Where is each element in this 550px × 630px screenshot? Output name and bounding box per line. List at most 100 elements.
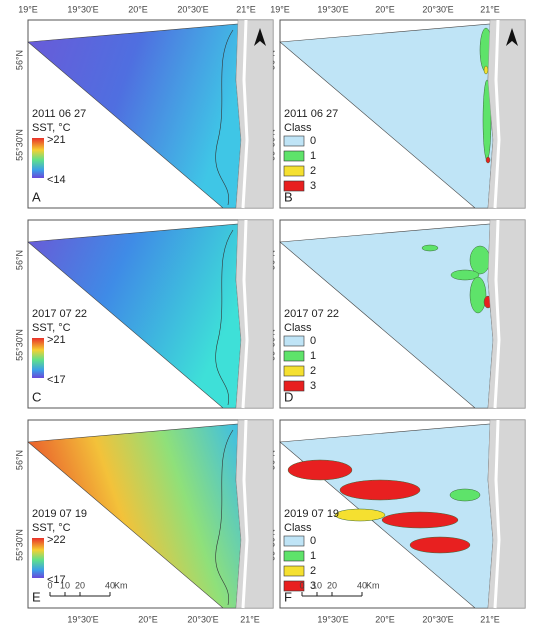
panel-letter: D — [284, 389, 293, 404]
lon-label: 20°E — [128, 4, 148, 14]
legend-label: 3 — [310, 380, 316, 392]
lat-label: 55°30'N — [14, 329, 24, 361]
land — [487, 219, 526, 409]
panel-letter: A — [32, 189, 41, 204]
lat-label: 56°N — [14, 450, 24, 470]
lat-label: 56°N — [14, 250, 24, 270]
class-patch — [334, 508, 386, 522]
scale-label: 20 — [327, 580, 337, 590]
legend-swatch — [283, 165, 305, 177]
lon-label: 20°30'E — [177, 4, 208, 14]
class-patch — [421, 244, 439, 252]
lon-label: 20°30'E — [422, 614, 453, 624]
panel-letter: F — [284, 589, 292, 604]
legend-swatch — [283, 135, 305, 147]
legend-swatch — [283, 365, 305, 377]
panel-letter: C — [32, 389, 41, 404]
scale-label: 10 — [60, 580, 70, 590]
legend-swatch — [283, 380, 305, 392]
lon-label: 20°E — [375, 614, 395, 624]
land — [235, 19, 274, 209]
lon-label: 19°30'E — [317, 4, 348, 14]
lon-label: 19°E — [18, 4, 38, 14]
legend-title: Class — [284, 322, 312, 334]
scale-label: 10 — [312, 580, 322, 590]
legend-label: 0 — [310, 535, 316, 547]
scale-label: 20 — [75, 580, 85, 590]
contour-line — [215, 229, 234, 406]
lat-label: 55°30'N — [14, 529, 24, 561]
lon-label: 21°E — [236, 4, 256, 14]
class-patch — [449, 488, 481, 502]
colorbar-label: >21 — [47, 334, 66, 346]
legend-label: 0 — [310, 335, 316, 347]
colorbar — [32, 538, 44, 578]
land — [487, 19, 526, 209]
image-date: 2011 06 27 — [32, 108, 86, 120]
lon-label: 19°30'E — [317, 614, 348, 624]
lon-label: 20°30'E — [187, 614, 218, 624]
legend-swatch — [283, 565, 305, 577]
lon-label: 20°30'E — [422, 4, 453, 14]
class-patch — [339, 479, 421, 501]
lon-label: 21°E — [240, 614, 260, 624]
map-panel: 2011 06 27 SST, °C>21 <14 A — [27, 19, 274, 209]
legend-swatch — [283, 580, 305, 592]
legend-label: 1 — [310, 150, 316, 162]
lon-label: 20°E — [138, 614, 158, 624]
legend-swatch — [283, 535, 305, 547]
north-arrow — [254, 28, 266, 46]
land — [235, 419, 274, 609]
legend-swatch — [283, 335, 305, 347]
lon-label: 21°E — [480, 614, 500, 624]
legend-label: 2 — [310, 365, 316, 377]
class-patch — [469, 276, 487, 314]
legend-title: Class — [284, 122, 312, 134]
north-arrow — [506, 28, 518, 46]
legend-swatch — [283, 150, 305, 162]
panel-letter: E — [32, 589, 41, 604]
legend-label: 3 — [310, 580, 316, 592]
class-patch — [287, 459, 353, 481]
colorbar — [32, 138, 44, 178]
scale-label: 0 — [47, 580, 52, 590]
colorbar-label: <17 — [47, 574, 66, 586]
colorbar-label: >21 — [47, 134, 66, 146]
class-patch — [409, 536, 471, 554]
class-patch — [381, 511, 459, 529]
scale-label: 40 — [105, 580, 115, 590]
colorbar-label: <17 — [47, 374, 66, 386]
image-date: 2017 07 22 — [284, 308, 339, 320]
lon-label: 19°E — [270, 4, 290, 14]
class-patch — [485, 156, 491, 164]
class-patch — [483, 65, 489, 75]
legend-title: SST, °C — [32, 322, 71, 334]
contour-line — [215, 429, 234, 606]
spit — [241, 419, 249, 609]
scale-unit: Km — [366, 580, 380, 590]
image-date: 2019 07 19 — [32, 508, 87, 520]
legend-label: 2 — [310, 565, 316, 577]
legend-label: 1 — [310, 350, 316, 362]
class-patch — [450, 269, 480, 281]
spit — [493, 19, 501, 209]
lat-label: 55°30'N — [14, 129, 24, 161]
spit — [241, 19, 249, 209]
scale-unit: Km — [114, 580, 128, 590]
legend-label: 1 — [310, 550, 316, 562]
lon-label: 19°30'E — [67, 614, 98, 624]
spit — [493, 219, 501, 409]
legend-swatch — [283, 350, 305, 362]
scale-label: 0 — [299, 580, 304, 590]
legend-swatch — [283, 550, 305, 562]
legend-title: SST, °C — [32, 522, 71, 534]
colorbar — [32, 338, 44, 378]
lon-label: 20°E — [375, 4, 395, 14]
lon-label: 21°E — [480, 4, 500, 14]
lon-label: 19°30'E — [67, 4, 98, 14]
colorbar-label: <14 — [47, 174, 66, 186]
